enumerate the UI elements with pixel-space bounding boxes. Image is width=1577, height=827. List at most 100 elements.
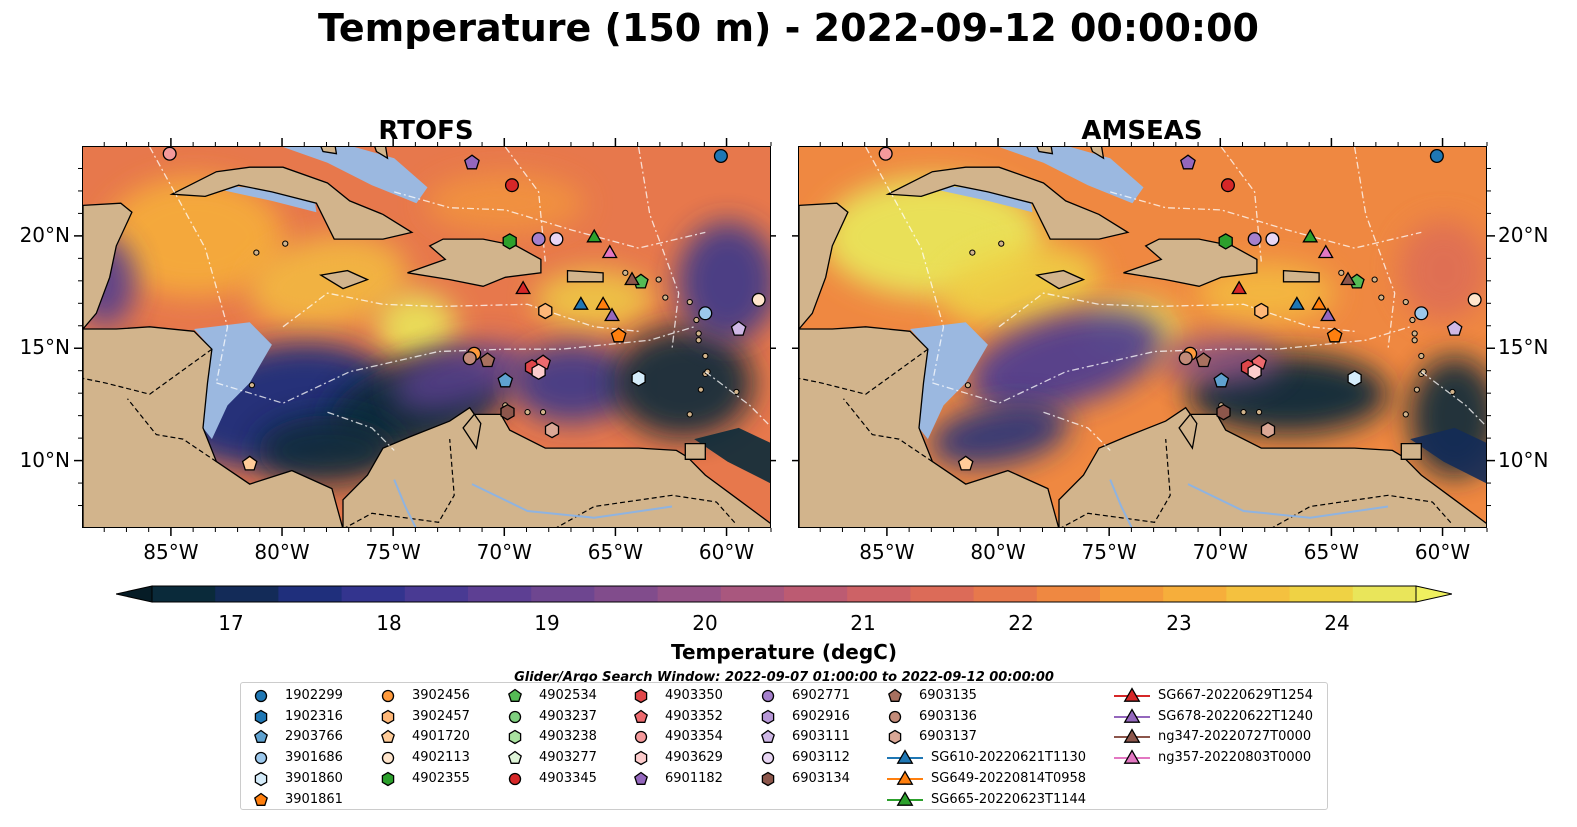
lat-tick-label: 15°N (1498, 335, 1549, 360)
shelf-cuba-south (220, 185, 317, 213)
obs-3902457 (1254, 302, 1269, 320)
legend-item: SG678-20220622T1240 (1112, 707, 1322, 727)
legend-marker-pentagon-icon (888, 688, 902, 702)
small-island (998, 240, 1005, 247)
lon-tick-label: 75°W (1081, 540, 1137, 564)
legend-symbol (381, 730, 395, 744)
country-border (1272, 494, 1453, 527)
small-island (282, 240, 289, 247)
obs-2903766 (497, 372, 514, 388)
obs-SG649-20220814T0958 (595, 296, 612, 310)
obs-4903345 (1220, 178, 1235, 193)
legend-label: 6902916 (792, 708, 850, 724)
lon-tick-label: 80°W (970, 540, 1026, 564)
legend-label: 4903350 (665, 688, 723, 703)
obs-SG678-20220622T1240 (604, 307, 620, 322)
legend-item: 4901720 (378, 727, 588, 747)
legend-item: 6903136 (885, 707, 1095, 727)
eez-boundary (1043, 411, 1111, 451)
legend-item: 4903277 (505, 748, 715, 768)
legend-item: 1902299 (251, 686, 461, 706)
legend-symbol (508, 730, 522, 745)
atlantic-shelf (694, 427, 770, 484)
colorbar-segment (152, 586, 216, 602)
eez-boundary (1220, 147, 1262, 262)
eez-boundary (1420, 371, 1486, 427)
legend-marker-pentagon-icon (254, 792, 268, 806)
small-island (524, 409, 531, 416)
small-island (1378, 294, 1385, 301)
obs-3901686 (1414, 306, 1429, 321)
eez-boundary (394, 191, 706, 249)
legend-item: SG649-20220814T0958 (885, 769, 1095, 789)
country-border (1061, 439, 1171, 527)
land-bahamas-a (1036, 147, 1054, 155)
legend-item: 4902534 (505, 686, 715, 706)
colorbar-segment (594, 586, 659, 602)
country-border (83, 348, 213, 395)
legend-item: ng347-20220727T0000 (1112, 727, 1322, 747)
legend-marker-triangle-icon (887, 770, 923, 785)
legend: 1902299 1902316 2903766 3901686 3901860 39018… (240, 682, 1328, 810)
land-puerto-rico (1282, 269, 1320, 283)
land-bahamas-b (374, 147, 389, 160)
land-hispaniola (1123, 238, 1258, 287)
obs-SG665-20220623T1144 (1302, 228, 1319, 243)
eez-boundary (327, 411, 395, 451)
country-border (127, 398, 217, 463)
legend-symbol (761, 709, 775, 724)
legend-symbol (634, 709, 648, 723)
legend-marker-hexagon-icon (634, 688, 648, 704)
legend-item: 4903352 (631, 707, 841, 727)
small-island (622, 269, 629, 276)
map-canvas-amseas (799, 147, 1486, 527)
legend-marker-pentagon-icon (634, 771, 648, 785)
legend-symbol (634, 731, 648, 744)
colorbar-segment (1352, 586, 1417, 602)
legend-marker-pentagon-icon (761, 730, 775, 744)
country-border (843, 398, 933, 463)
legend-item: SG667-20220629T1254 (1112, 686, 1322, 706)
river (1109, 479, 1133, 527)
map-panel-amseas (798, 146, 1487, 528)
lon-tick-label: 85°W (859, 540, 915, 564)
shelf-mosquito (194, 322, 272, 440)
small-island (253, 249, 260, 256)
legend-label: 6903136 (919, 708, 977, 724)
obs-6901182 (464, 154, 480, 170)
colorbar-segment (468, 586, 532, 602)
colorbar-tick-label: 19 (534, 611, 560, 635)
obs-6903112 (1265, 232, 1280, 247)
lat-tick-label: 10°N (1498, 447, 1549, 472)
colorbar-tick-label: 20 (692, 611, 718, 635)
obs-6903112 (549, 232, 564, 247)
legend-marker-circle-icon (381, 751, 395, 765)
colorbar-segment (847, 586, 911, 602)
atlantic-shelf (1410, 427, 1486, 484)
legend-symbol (254, 730, 268, 744)
obs-SG665-20220623T1144 (586, 228, 603, 243)
lon-tick-label: 60°W (1414, 540, 1471, 564)
legend-symbol (761, 771, 775, 787)
legend-marker-circle-icon (254, 751, 268, 765)
legend-marker-hexagon-icon (254, 709, 268, 724)
colorbar-under-arrow (116, 585, 153, 603)
legend-marker-hexagon-icon (634, 750, 648, 766)
legend-item: 6901182 (631, 769, 841, 789)
colorbar-segment (784, 586, 848, 602)
eez-boundary (216, 326, 695, 404)
eez-boundary (1110, 191, 1422, 249)
obs-6903134 (500, 403, 515, 421)
obs-4901720 (241, 455, 258, 471)
obs-4901720 (957, 455, 974, 471)
legend-item: SG610-20220621T1130 (885, 748, 1095, 768)
legend-item: 4903354 (631, 727, 841, 747)
legend-symbol (381, 709, 395, 724)
legend-label: 3901860 (285, 770, 343, 786)
obs-3901861 (610, 327, 627, 343)
obs-6903135 (1195, 352, 1212, 368)
obs-6903134 (1216, 403, 1231, 421)
legend-symbol (761, 751, 775, 765)
colorbar-label: Temperature (degC) (671, 640, 897, 664)
country-border (799, 348, 929, 395)
